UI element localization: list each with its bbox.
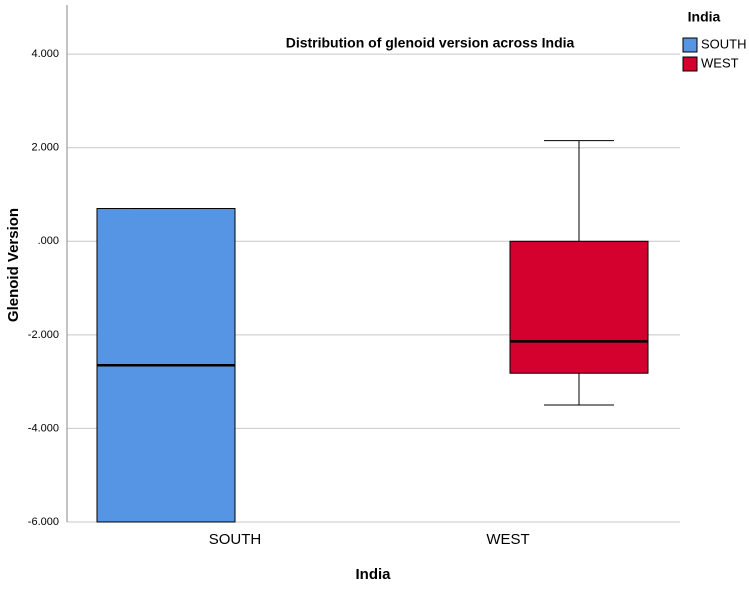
y-tick-label: .000 <box>38 235 59 247</box>
y-tick-label: 2.000 <box>31 142 59 154</box>
chart-title: Distribution of glenoid version across I… <box>286 35 575 51</box>
x-tick-label: SOUTH <box>209 531 262 548</box>
y-tick-label: -4.000 <box>28 422 59 434</box>
legend-label: SOUTH <box>701 36 747 51</box>
legend-title: India <box>688 9 721 25</box>
y-tick-label: 4.000 <box>31 48 59 60</box>
x-tick-label: WEST <box>486 531 529 548</box>
legend-label: WEST <box>701 55 739 70</box>
y-tick-label: -2.000 <box>28 329 59 341</box>
box <box>509 240 649 374</box>
y-tick-label: -6.000 <box>28 516 59 528</box>
x-axis-title: India <box>355 566 391 583</box>
legend-swatch <box>682 37 698 53</box>
y-axis-title: Glenoid Version <box>5 208 22 322</box>
legend-swatch <box>682 56 698 72</box>
